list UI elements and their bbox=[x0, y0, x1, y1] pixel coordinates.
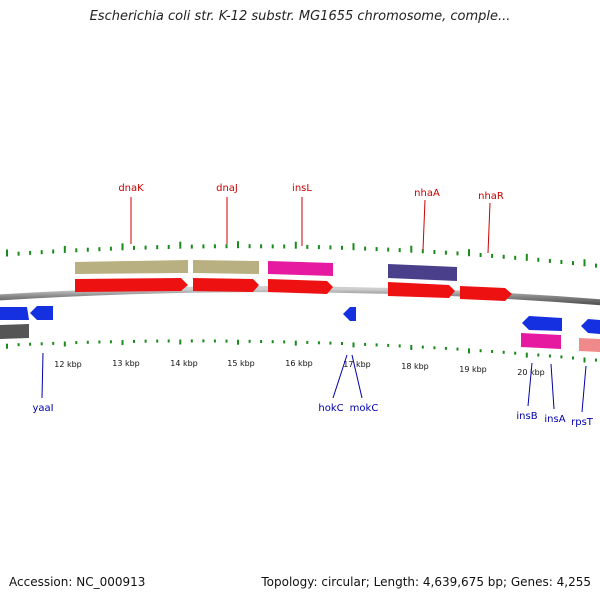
leader-insb bbox=[527, 362, 533, 407]
leader-mokc bbox=[351, 354, 363, 399]
forward-strand-features bbox=[75, 260, 512, 301]
reverse-gene-labels: yaaI hokC mokC insB insA rpsT bbox=[32, 352, 594, 428]
gene-label-insb[interactable]: insB bbox=[516, 411, 537, 422]
gene-label-nhaa[interactable]: nhaA bbox=[414, 188, 440, 199]
feature-dnak-cds[interactable] bbox=[75, 278, 188, 292]
feature-left-arrow-1[interactable] bbox=[0, 307, 29, 320]
leader-rpst bbox=[581, 365, 587, 413]
inner-tick-marks bbox=[6, 339, 597, 363]
map-title: Escherichia coli str. K-12 substr. MG165… bbox=[89, 9, 511, 24]
gene-label-yaai[interactable]: yaaI bbox=[32, 403, 53, 414]
scale-label: 15 kbp bbox=[227, 359, 255, 368]
scale-label: 12 kbp bbox=[54, 360, 82, 369]
feature-insa-gene[interactable] bbox=[521, 333, 561, 349]
feature-nhar-cds[interactable] bbox=[460, 286, 512, 301]
leader-nhaa bbox=[422, 199, 426, 251]
feature-hokc-arrow[interactable] bbox=[343, 307, 356, 321]
gene-label-dnaj[interactable]: dnaJ bbox=[216, 183, 238, 194]
genome-stats-label: Topology: circular; Length: 4,639,675 bp… bbox=[261, 575, 591, 589]
scale-label: 18 kbp bbox=[401, 362, 429, 371]
feature-nhaa-cds[interactable] bbox=[388, 282, 455, 298]
scale-labels: 12 kbp 13 kbp 14 kbp 15 kbp 16 kbp 17 kb… bbox=[54, 359, 545, 377]
scale-label: 19 kbp bbox=[459, 365, 487, 374]
gene-label-insl[interactable]: insL bbox=[292, 183, 312, 194]
feature-insb-arrow[interactable] bbox=[522, 316, 562, 331]
accession-label: Accession: NC_000913 bbox=[9, 575, 146, 589]
feature-insl-cds[interactable] bbox=[268, 279, 333, 294]
gene-label-dnak[interactable]: dnaK bbox=[118, 183, 144, 194]
feature-insl-gene[interactable] bbox=[268, 261, 333, 276]
gene-label-mokc[interactable]: mokC bbox=[350, 403, 379, 414]
feature-dnaj-cds[interactable] bbox=[193, 278, 259, 292]
forward-gene-labels: dnaK dnaJ insL nhaA nhaR bbox=[118, 183, 504, 254]
feature-rpst-gene[interactable] bbox=[579, 338, 600, 352]
feature-left-gray[interactable] bbox=[0, 324, 29, 339]
leader-nhar bbox=[487, 202, 491, 254]
feature-nhaa-gene[interactable] bbox=[388, 264, 457, 281]
feature-rpst-arrow[interactable] bbox=[581, 319, 600, 334]
reverse-strand-features bbox=[0, 306, 600, 352]
gene-label-rpst[interactable]: rpsT bbox=[571, 417, 594, 428]
leader-yaai bbox=[41, 352, 44, 399]
scale-label: 13 kbp bbox=[112, 359, 140, 368]
scale-label: 17 kbp bbox=[343, 360, 371, 369]
leader-hokc bbox=[332, 354, 348, 399]
leader-insa bbox=[550, 363, 555, 410]
feature-dnak-gene[interactable] bbox=[75, 260, 188, 274]
gene-label-nhar[interactable]: nhaR bbox=[478, 191, 504, 202]
outer-tick-marks bbox=[6, 241, 597, 268]
scale-label: 14 kbp bbox=[170, 359, 198, 368]
scale-label: 16 kbp bbox=[285, 359, 313, 368]
gene-label-insa[interactable]: insA bbox=[544, 414, 565, 425]
feature-left-arrow-2[interactable] bbox=[30, 306, 53, 320]
gene-label-hokc[interactable]: hokC bbox=[318, 403, 343, 414]
feature-dnaj-gene[interactable] bbox=[193, 260, 259, 274]
